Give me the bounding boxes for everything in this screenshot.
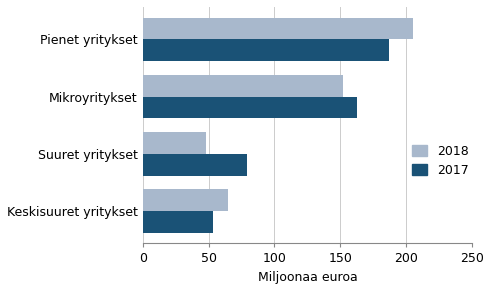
Bar bbox=[143, 75, 343, 97]
X-axis label: Miljoonaa euroa: Miljoonaa euroa bbox=[257, 271, 357, 284]
Bar bbox=[143, 39, 389, 61]
Bar bbox=[143, 154, 247, 175]
Bar bbox=[143, 211, 213, 233]
Bar bbox=[143, 18, 413, 39]
Legend: 2018, 2017: 2018, 2017 bbox=[412, 145, 469, 177]
Bar bbox=[143, 189, 228, 211]
Bar bbox=[143, 132, 206, 154]
Bar bbox=[143, 97, 357, 118]
